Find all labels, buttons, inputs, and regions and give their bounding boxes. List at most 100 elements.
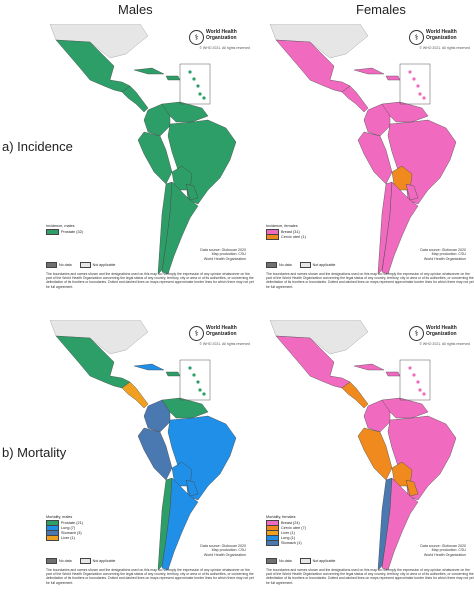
choropleth-map <box>49 320 237 571</box>
who-emblem-icon: ⚕ <box>409 326 424 341</box>
nodata-legend: No data Not applicable <box>266 558 335 564</box>
caribbean-inset-frame <box>179 63 211 105</box>
who-name: World Health Organization <box>206 29 237 41</box>
country-brazil <box>167 119 237 205</box>
island-2 <box>416 380 420 384</box>
row-label-incidence: a) Incidence <box>2 139 73 154</box>
no-data-label: No data <box>279 558 292 563</box>
island-3 <box>198 388 202 392</box>
island-4 <box>202 392 206 396</box>
map-legend: Mortality, females Breast (24) Cervix uter… <box>266 515 306 546</box>
island-0 <box>188 70 192 74</box>
country-hispaniola <box>385 75 401 81</box>
country-paraguay <box>405 479 419 497</box>
country-brazil <box>167 415 237 501</box>
map-legend: Incidence, females Breast (31) Cervix uter… <box>266 224 306 240</box>
map-panel-mor-m: ⚕ World Health Organization © WHO 2021. Al… <box>30 320 254 588</box>
country-hispaniola <box>165 75 181 81</box>
country-venezuela-guianas <box>161 101 209 123</box>
country-argentina-uruguay <box>161 181 199 275</box>
legend-label: Prostate (21) <box>61 520 83 525</box>
country-brazil <box>387 415 457 501</box>
legend-title: Incidence, females <box>266 224 298 228</box>
island-4 <box>422 96 426 100</box>
island-1 <box>192 373 196 377</box>
island-1 <box>412 373 416 377</box>
legend-label: Cervix uteri (1) <box>281 234 306 239</box>
no-data-label: No data <box>279 262 292 267</box>
who-logo: ⚕ World Health Organization <box>409 325 470 341</box>
legend-label: Prostate (32) <box>61 229 83 234</box>
island-4 <box>422 392 426 396</box>
source-line: Data source: Globocan 2020 <box>200 544 246 548</box>
country-paraguay <box>405 183 419 201</box>
country-brazil <box>387 119 457 205</box>
country-ecuador-peru <box>137 131 173 185</box>
source-line: Data source: Globocan 2020 <box>200 248 246 252</box>
source-line: World Health Organization <box>203 552 246 557</box>
country-central-america <box>341 381 369 409</box>
country-central-america <box>341 85 369 113</box>
legend-title: Mortality, females <box>266 515 296 519</box>
who-logo: ⚕ World Health Organization <box>409 29 470 45</box>
legend-swatch <box>266 539 279 546</box>
country-cuba <box>133 67 165 75</box>
source-line: Map production: CSU <box>211 252 246 257</box>
legend-swatch <box>46 534 59 541</box>
nodata-legend: No data Not applicable <box>266 262 335 268</box>
island-1 <box>192 77 196 81</box>
caribbean-inset-frame <box>399 359 431 401</box>
legend-entry: Liver (1) <box>46 534 83 541</box>
legend-title: Mortality, males <box>46 515 73 519</box>
data-source: Data source: Globocan 2020 Map production… <box>200 248 246 261</box>
map-disclaimer: The boundaries and names shown and the d… <box>46 568 254 585</box>
who-name: World Health Organization <box>426 325 457 337</box>
who-name: World Health Organization <box>426 29 457 41</box>
island-4 <box>202 96 206 100</box>
who-copyright: © WHO 2021. All rights reserved <box>199 46 250 50</box>
island-0 <box>408 366 412 370</box>
legend-swatch <box>46 228 59 235</box>
no-data-label: No data <box>59 558 72 563</box>
who-name: World Health Organization <box>206 325 237 337</box>
legend-label: Cervix uteri (7) <box>281 525 306 530</box>
country-argentina-uruguay <box>381 477 419 571</box>
source-line: Map production: CSU <box>431 548 466 553</box>
country-hispaniola <box>165 371 181 377</box>
data-source: Data source: Globocan 2020 Map production… <box>420 248 466 261</box>
country-central-america <box>121 85 149 113</box>
not-applicable-label: Not applicable <box>312 262 336 267</box>
island-3 <box>418 388 422 392</box>
legend-entry: Cervix uteri (1) <box>266 233 306 240</box>
choropleth-map <box>269 320 457 571</box>
legend-swatch <box>266 233 279 240</box>
country-ecuador-peru <box>357 427 393 481</box>
not-applicable-label: Not applicable <box>312 558 336 563</box>
map-disclaimer: The boundaries and names shown and the d… <box>46 272 254 289</box>
map-disclaimer: The boundaries and names shown and the d… <box>266 568 474 585</box>
island-2 <box>196 84 200 88</box>
island-3 <box>418 92 422 96</box>
legend-label: Lung (1) <box>281 535 296 540</box>
map-legend: Mortality, males Prostate (21) Lung (7) Sto… <box>46 515 83 541</box>
source-line: World Health Organization <box>423 552 466 557</box>
legend-title: Incidence, males <box>46 224 75 228</box>
nodata-legend: No data Not applicable <box>46 262 115 268</box>
who-emblem-icon: ⚕ <box>189 326 204 341</box>
island-3 <box>198 92 202 96</box>
legend-label: Breast (31) <box>281 229 300 234</box>
map-panel-inc-m: ⚕ World Health Organization © WHO 2021. Al… <box>30 24 254 292</box>
country-hispaniola <box>385 371 401 377</box>
legend-label: Liver (1) <box>281 530 295 535</box>
data-source: Data source: Globocan 2020 Map production… <box>200 544 246 557</box>
legend-label: Liver (1) <box>61 535 75 540</box>
no-data-label: No data <box>59 262 72 267</box>
country-cuba <box>353 67 385 75</box>
source-line: Map production: CSU <box>431 252 466 257</box>
who-emblem-icon: ⚕ <box>409 30 424 45</box>
country-venezuela-guianas <box>161 397 209 419</box>
country-central-america <box>121 381 149 409</box>
who-emblem-icon: ⚕ <box>189 30 204 45</box>
source-line: World Health Organization <box>203 256 246 261</box>
map-panel-mor-f: ⚕ World Health Organization © WHO 2021. Al… <box>250 320 474 588</box>
